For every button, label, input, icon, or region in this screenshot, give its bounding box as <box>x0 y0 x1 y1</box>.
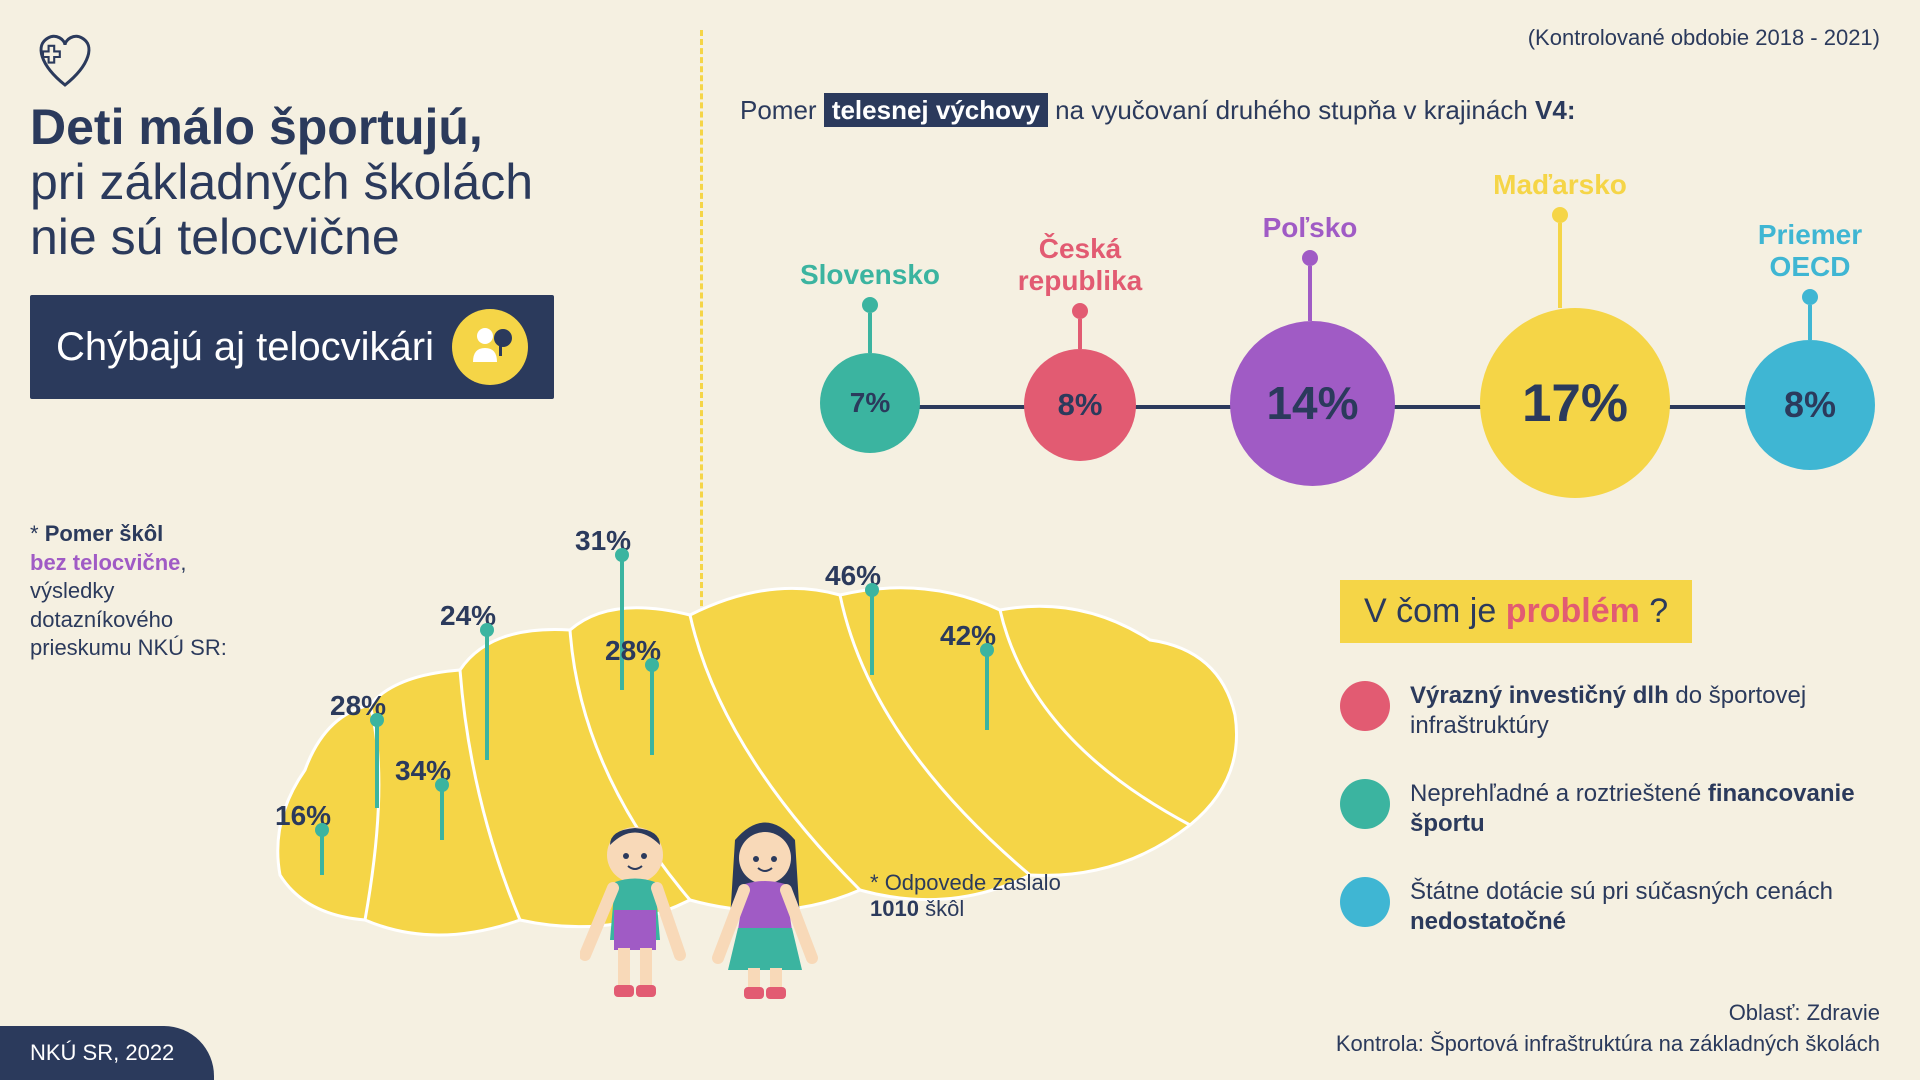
bubble-item: Poľsko14% <box>1230 212 1390 486</box>
bubble-label: Poľsko <box>1230 212 1390 244</box>
bubble-stem-dot <box>1072 303 1088 319</box>
period-label: (Kontrolované obdobie 2018 - 2021) <box>1528 25 1880 51</box>
problem-dot-icon <box>1340 681 1390 731</box>
bubble-item: Slovensko 7% <box>790 259 950 453</box>
region-pin <box>440 785 444 840</box>
bubble-stem-dot <box>862 297 878 313</box>
subtitle-text: Chýbajú aj telocvikári <box>56 325 434 370</box>
bubble-stem-dot <box>1802 289 1818 305</box>
problem-dot-icon <box>1340 779 1390 829</box>
teacher-icon <box>452 309 528 385</box>
subtitle-bar: Chýbajú aj telocvikári <box>30 295 554 399</box>
bubble-stem-dot <box>1552 207 1568 223</box>
problem-box: V čom je problém ? Výrazný investičný dl… <box>1340 580 1860 937</box>
problem-item: Výrazný investičný dlh do športovej infr… <box>1340 681 1860 741</box>
bubble-stem <box>1308 266 1312 321</box>
region-pin <box>985 650 989 730</box>
region-pin <box>485 630 489 760</box>
footer-source: NKÚ SR, 2022 <box>0 1026 214 1080</box>
problem-text: Neprehľadné a roztrieštené financovanie … <box>1410 779 1860 839</box>
bubble-stem <box>1808 305 1812 340</box>
footer-meta: Oblasť: Zdravie Kontrola: Športová infra… <box>1336 998 1880 1060</box>
title-line-2: pri základných školách nie sú telocvične <box>30 155 590 265</box>
title-block: Deti málo športujú, pri základných školá… <box>30 100 590 399</box>
bubble-label: Slovensko <box>790 259 950 291</box>
chart-title: Pomer telesnej výchovy na vyučovaní druh… <box>740 95 1576 126</box>
bubble-stem <box>868 313 872 353</box>
title-line-1: Deti málo športujú, <box>30 100 590 155</box>
bubble-circle: 8% <box>1745 340 1875 470</box>
problem-title: V čom je problém ? <box>1340 580 1692 643</box>
infographic-root: (Kontrolované obdobie 2018 - 2021) Deti … <box>0 0 1920 1080</box>
bubble-circle: 8% <box>1024 349 1136 461</box>
problem-text: Štátne dotácie sú pri súčasných cenách n… <box>1410 877 1860 937</box>
bubble-item: PriemerOECD 8% <box>1730 219 1890 470</box>
bubble-circle: 14% <box>1230 321 1395 486</box>
problem-item: Neprehľadné a roztrieštené financovanie … <box>1340 779 1860 839</box>
responses-note: * Odpovede zaslalo 1010 škôl <box>870 870 1070 922</box>
map-note: * Pomer škôl bez telocvične, výsledky do… <box>30 520 260 663</box>
problem-text: Výrazný investičný dlh do športovej infr… <box>1410 681 1860 741</box>
bubble-item: Českárepublika 8% <box>1000 233 1160 461</box>
region-pin <box>620 555 624 690</box>
bubble-item: Maďarsko17% <box>1480 169 1640 498</box>
bubble-label: PriemerOECD <box>1730 219 1890 283</box>
kids-illustration <box>580 810 840 1015</box>
problem-dot-icon <box>1340 877 1390 927</box>
region-pin <box>650 665 654 755</box>
chart-title-highlight: telesnej výchovy <box>824 93 1048 127</box>
region-pin <box>870 590 874 675</box>
logo-heart-icon <box>30 30 100 95</box>
bubble-circle: 7% <box>820 353 920 453</box>
bubble-stem <box>1078 319 1082 349</box>
region-pin <box>320 830 324 875</box>
bubble-label: Českárepublika <box>1000 233 1160 297</box>
region-pin <box>375 720 379 808</box>
bubble-label: Maďarsko <box>1480 169 1640 201</box>
problem-item: Štátne dotácie sú pri súčasných cenách n… <box>1340 877 1860 937</box>
bubble-stem <box>1558 223 1562 308</box>
bubble-chart: Slovensko7%Českárepublika8%Poľsko14%Maďa… <box>740 150 1880 450</box>
bubble-circle: 17% <box>1480 308 1670 498</box>
bubble-stem-dot <box>1302 250 1318 266</box>
